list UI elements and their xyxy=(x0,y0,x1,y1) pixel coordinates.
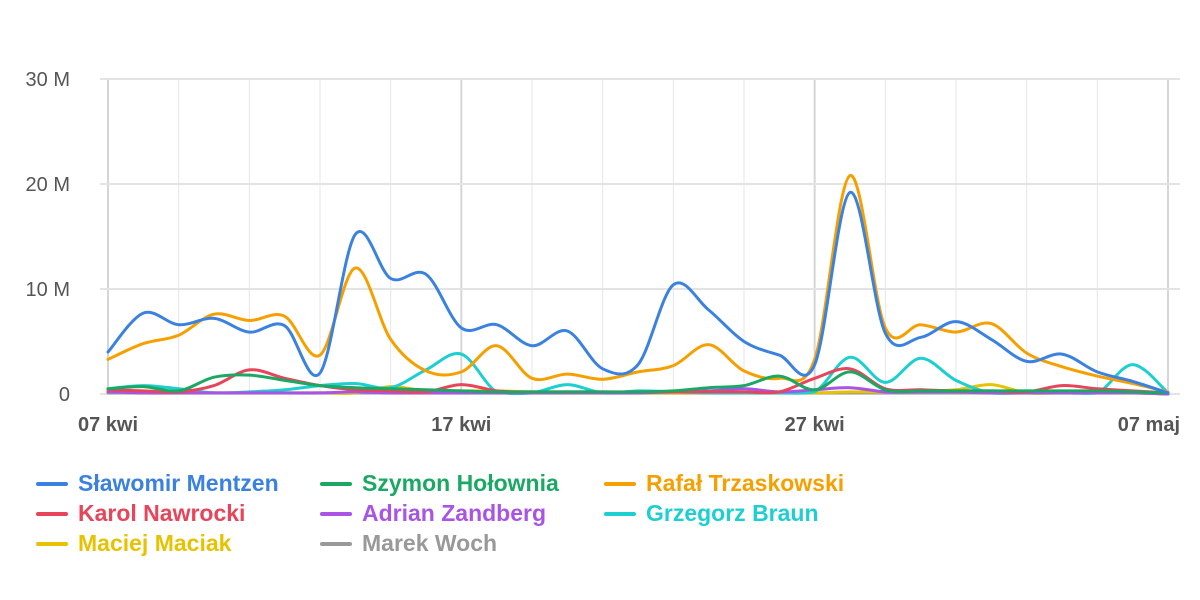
y-tick-label: 30 M xyxy=(26,69,70,91)
legend-label: Szymon Hołownia xyxy=(362,470,559,496)
legend-label: Adrian Zandberg xyxy=(362,500,547,526)
legend-item[interactable]: Sławomir Mentzen xyxy=(36,470,279,497)
y-tick-label: 0 xyxy=(59,384,70,406)
legend-label: Maciej Maciak xyxy=(78,530,232,556)
legend-item[interactable]: Marek Woch xyxy=(320,530,497,557)
legend-swatch xyxy=(320,541,352,546)
legend-item[interactable]: Maciej Maciak xyxy=(36,530,231,557)
x-tick-label: 27 kwi xyxy=(785,414,845,436)
series-line-szymon-holownia xyxy=(106,370,1170,395)
legend-label: Sławomir Mentzen xyxy=(78,470,279,496)
line-chart: 0 10 M 20 M 30 M 07 kwi 17 kwi 27 kwi 07 maj xyxy=(26,69,1180,436)
legend-swatch xyxy=(604,511,636,516)
legend-swatch xyxy=(320,481,352,486)
series-line-slawomir-mentzen xyxy=(106,190,1170,395)
legend-swatch xyxy=(320,511,352,516)
x-tick-label: 07 maj xyxy=(1118,414,1180,436)
x-tick-label: 07 kwi xyxy=(78,414,138,436)
legend-label: Grzegorz Braun xyxy=(646,500,819,526)
legend-label: Rafał Trzaskowski xyxy=(646,470,845,496)
legend-item[interactable]: Grzegorz Braun xyxy=(604,500,819,527)
y-tick-label: 10 M xyxy=(26,279,70,301)
legend-item[interactable]: Adrian Zandberg xyxy=(320,500,546,527)
legend-item[interactable]: Rafał Trzaskowski xyxy=(604,470,844,497)
legend-label: Karol Nawrocki xyxy=(78,500,246,526)
legend-item[interactable]: Karol Nawrocki xyxy=(36,500,245,527)
x-axis-tick-labels: 07 kwi 17 kwi 27 kwi 07 maj xyxy=(78,414,1180,436)
legend-swatch xyxy=(36,481,68,486)
x-tick-label: 17 kwi xyxy=(431,414,491,436)
legend-swatch xyxy=(36,511,68,516)
y-tick-label: 20 M xyxy=(26,174,70,196)
legend-swatch xyxy=(36,541,68,546)
series-line-rafal-trzaskowski xyxy=(106,174,1170,394)
y-axis-tick-labels: 0 10 M 20 M 30 M xyxy=(26,69,70,406)
legend-item[interactable]: Szymon Hołownia xyxy=(320,470,559,497)
chart-legend: Sławomir Mentzen Szymon Hołownia Rafał Trz… xyxy=(36,470,936,570)
series-lines xyxy=(106,174,1170,396)
legend-label: Marek Woch xyxy=(362,530,498,556)
legend-swatch xyxy=(604,481,636,486)
